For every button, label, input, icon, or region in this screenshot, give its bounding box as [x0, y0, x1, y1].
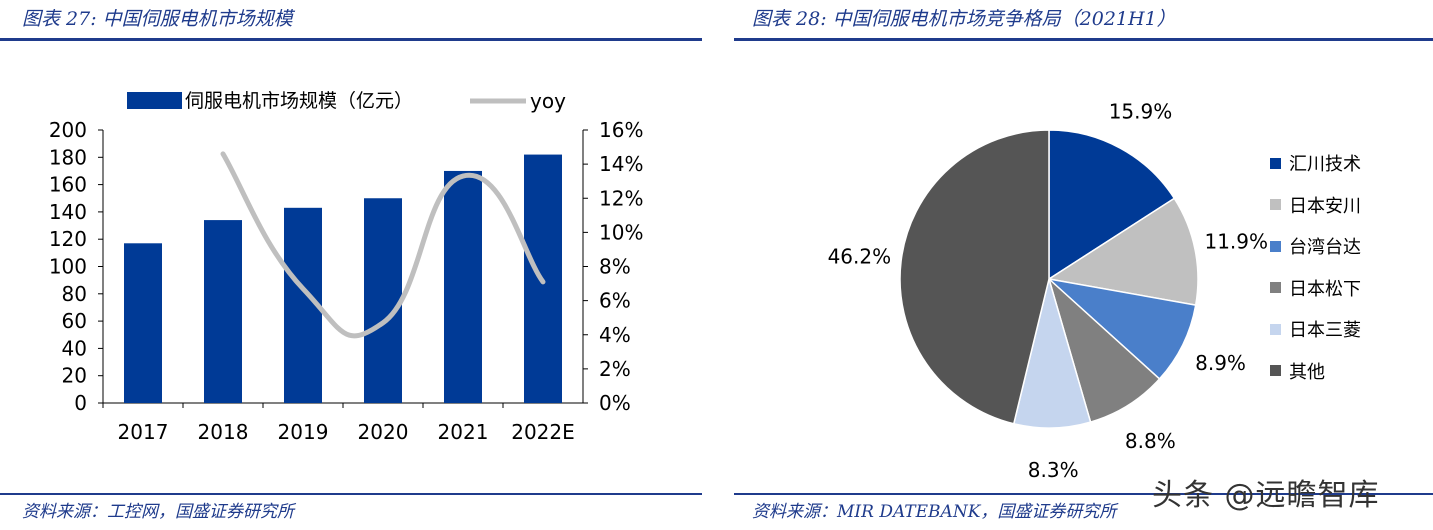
pie-legend-swatch	[1270, 282, 1281, 293]
pie-data-label: 8.3%	[1028, 458, 1079, 480]
bar	[364, 198, 402, 403]
bar	[444, 170, 482, 403]
left-title-rule	[0, 38, 702, 41]
pie-legend-swatch	[1270, 157, 1281, 169]
x-tick-label: 2018	[198, 420, 249, 444]
market-size-chart: 伺服电机市场规模（亿元） yoy 200180160140120100806040…	[49, 89, 644, 444]
pie-legend-label: 台湾台达	[1289, 237, 1361, 258]
left-tick-label: 160	[49, 173, 87, 197]
left-source: 资料来源：工控网，国盛证券研究所	[22, 502, 294, 522]
pie-legend-swatch	[1270, 240, 1281, 252]
pie-legend-swatch	[1270, 365, 1281, 376]
bar	[124, 243, 162, 403]
pie-legend-label: 日本松下	[1289, 278, 1361, 300]
left-tick-label: 180	[49, 145, 87, 169]
right-tick-label: 2%	[599, 357, 631, 381]
left-tick-label: 140	[49, 200, 87, 224]
pie-legend-item: 其他	[1270, 358, 1325, 384]
pie-legend-label: 其他	[1289, 361, 1325, 383]
bar	[204, 220, 242, 403]
left-tick-label: 60	[62, 309, 87, 333]
pie-slices	[899, 129, 1199, 429]
pie-legend-item: 日本松下	[1270, 275, 1361, 301]
yoy-series	[220, 151, 546, 339]
x-tick-label: 2021	[438, 420, 489, 444]
right-tick-label: 10%	[599, 220, 643, 244]
pie-slice	[899, 129, 1050, 425]
x-tick-label: 2019	[278, 420, 329, 444]
pie-legend-item: 日本三菱	[1270, 316, 1361, 342]
pie-labels: 15.9% 11.9% 8.9% 8.8% 8.3% 46.2%	[828, 99, 1268, 480]
pie-legend-swatch	[1270, 199, 1281, 210]
pie-legend-swatch	[1270, 323, 1281, 335]
pie-data-label: 15.9%	[1109, 99, 1173, 123]
yoy-line	[220, 151, 546, 339]
pie-slice	[1047, 276, 1161, 424]
right-tick-label: 6%	[599, 289, 631, 313]
left-tick-label: 80	[62, 282, 87, 306]
x-tick-label: 2020	[358, 420, 409, 444]
right-title-rule	[734, 38, 1433, 41]
pie-slice	[1046, 197, 1199, 306]
pie-legend-label: 日本安川	[1289, 195, 1361, 217]
left-tick-label: 200	[49, 118, 87, 142]
watermark: 头条 @远瞻智库	[1152, 478, 1380, 513]
right-tick-label: 16%	[599, 118, 643, 142]
right-figure-title: 图表 28: 中国伺服电机市场竞争格局（2021H1）	[752, 8, 1176, 30]
left-tick-label: 120	[49, 227, 87, 251]
legend-bar-label: 伺服电机市场规模（亿元）	[185, 90, 413, 112]
pie-data-label: 46.2%	[828, 244, 892, 268]
legend-bar-swatch	[127, 92, 182, 109]
right-source-rule	[734, 493, 1433, 495]
legend-line-label: yoy	[530, 89, 566, 113]
pie-legend-item: 日本安川	[1270, 192, 1361, 218]
x-tick-label: 2022E	[511, 420, 575, 444]
right-tick-label: 8%	[599, 255, 631, 279]
competition-pie-chart: 15.9% 11.9% 8.9% 8.8% 8.3% 46.2%	[828, 99, 1268, 480]
left-tick-label: 0	[74, 391, 87, 415]
pie-legend-item: 台湾台达	[1270, 233, 1361, 259]
left-tick-label: 100	[49, 255, 87, 279]
pie-legend-label: 日本三菱	[1289, 320, 1361, 341]
pie-data-label: 11.9%	[1204, 229, 1268, 253]
bar-chart-legend: 伺服电机市场规模（亿元） yoy	[127, 89, 566, 113]
left-source-rule	[0, 493, 702, 495]
left-tick-label: 20	[62, 364, 87, 388]
left-tick-label: 40	[62, 336, 87, 360]
right-source: 资料来源：MIR DATEBANK，国盛证券研究所	[752, 502, 1117, 522]
pie-data-label: 8.9%	[1195, 351, 1246, 375]
pie-legend-item: 汇川技术	[1270, 150, 1361, 176]
pie-slice	[1046, 277, 1197, 380]
right-tick-label: 4%	[599, 323, 631, 347]
right-tick-label: 0%	[599, 391, 631, 415]
x-tick-label: 2017	[118, 420, 169, 444]
pie-slice	[1048, 129, 1176, 281]
bar-chart-axes: 20018016014012010080604020016%14%12%10%8…	[49, 118, 644, 444]
left-figure-title: 图表 27: 中国伺服电机市场规模	[22, 8, 293, 30]
right-tick-label: 12%	[599, 186, 643, 210]
pie-data-label: 8.8%	[1125, 429, 1176, 453]
right-tick-label: 14%	[599, 152, 643, 176]
pie-legend-label: 汇川技术	[1289, 154, 1361, 175]
